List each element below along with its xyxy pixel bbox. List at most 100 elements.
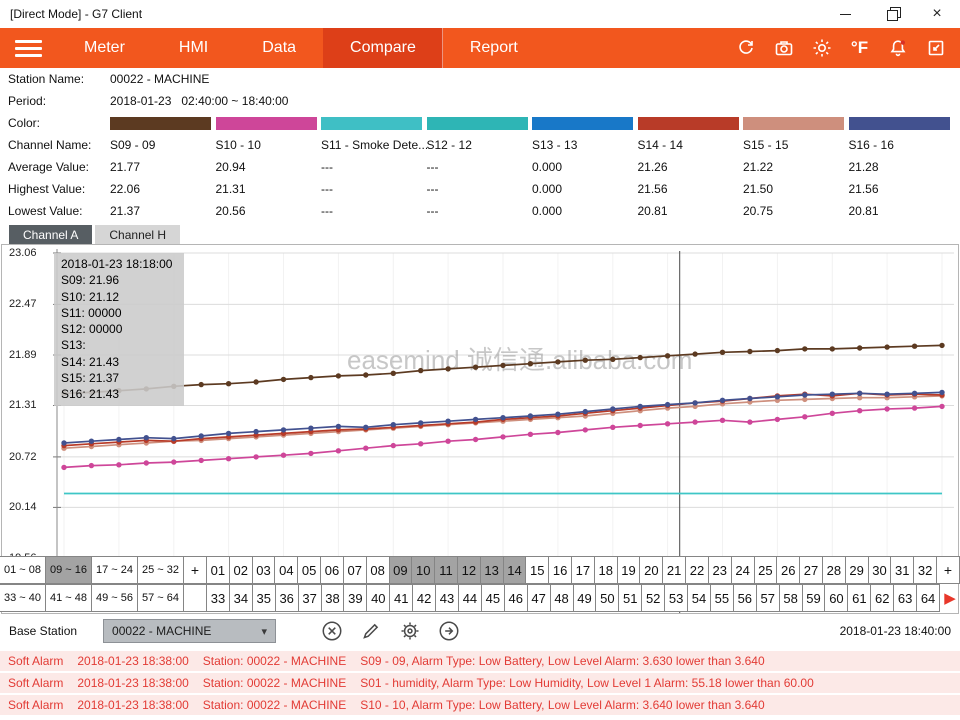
channel-number-cell[interactable]: 06 — [320, 556, 344, 584]
channel-number-cell[interactable]: 52 — [641, 584, 665, 612]
channel-number-cell[interactable]: 44 — [458, 584, 482, 612]
export-icon[interactable] — [925, 38, 946, 59]
channel-number-cell[interactable]: 41 — [389, 584, 413, 612]
channel-number-cell[interactable]: 37 — [298, 584, 322, 612]
channel-number-cell[interactable]: 51 — [618, 584, 642, 612]
channel-number-cell[interactable]: 46 — [504, 584, 528, 612]
channel-number-cell[interactable]: 01 — [206, 556, 230, 584]
clear-button[interactable] — [320, 619, 344, 643]
channel-number-cell[interactable]: 27 — [799, 556, 823, 584]
tab-channel-h[interactable]: Channel H — [95, 225, 180, 244]
channel-number-cell[interactable]: 48 — [550, 584, 574, 612]
channel-group-cell[interactable]: 17 ~ 24 — [91, 556, 138, 584]
alarm-row[interactable]: Soft Alarm 2018-01-23 18:38:00 Station: … — [0, 673, 960, 693]
channel-number-cell[interactable]: 12 — [457, 556, 481, 584]
channel-number-cell[interactable]: 60 — [824, 584, 848, 612]
channel-number-cell[interactable]: 59 — [802, 584, 826, 612]
channel-number-cell[interactable]: 11 — [434, 556, 458, 584]
channel-number-cell[interactable]: 30 — [868, 556, 892, 584]
channel-number-cell[interactable]: 35 — [252, 584, 276, 612]
camera-icon[interactable] — [773, 38, 794, 59]
channel-group-cell[interactable]: 25 ~ 32 — [137, 556, 184, 584]
channel-number-cell[interactable]: 33 — [206, 584, 230, 612]
settings-button[interactable] — [398, 619, 422, 643]
sync-icon[interactable] — [735, 38, 756, 59]
next-page-arrow[interactable]: ▶ — [940, 584, 960, 612]
channel-number-cell[interactable]: 56 — [733, 584, 757, 612]
channel-number-cell[interactable]: 34 — [229, 584, 253, 612]
channel-number-cell[interactable]: 15 — [525, 556, 549, 584]
channel-number-cell[interactable]: 43 — [435, 584, 459, 612]
channel-number-cell[interactable]: 17 — [571, 556, 595, 584]
channel-number-cell[interactable]: 54 — [687, 584, 711, 612]
channel-number-cell[interactable]: 53 — [664, 584, 688, 612]
channel-number-cell[interactable]: 64 — [916, 584, 940, 612]
nav-item-data[interactable]: Data — [235, 28, 323, 68]
channel-number-cell[interactable]: 02 — [229, 556, 253, 584]
channel-group-cell[interactable]: 41 ~ 48 — [45, 584, 92, 612]
close-button[interactable]: × — [914, 0, 960, 28]
alarm-bell-icon[interactable] — [887, 38, 908, 59]
channel-number-cell[interactable]: 13 — [480, 556, 504, 584]
channel-number-cell[interactable]: 20 — [639, 556, 663, 584]
nav-item-hmi[interactable]: HMI — [152, 28, 235, 68]
channel-number-cell[interactable]: 29 — [845, 556, 869, 584]
channel-number-cell[interactable]: 40 — [366, 584, 390, 612]
channel-number-cell[interactable]: 24 — [731, 556, 755, 584]
expand-button[interactable]: + — [936, 556, 960, 584]
channel-number-cell[interactable]: 63 — [893, 584, 917, 612]
channel-number-cell[interactable]: 07 — [343, 556, 367, 584]
channel-number-cell[interactable]: 21 — [662, 556, 686, 584]
nav-item-meter[interactable]: Meter — [57, 28, 152, 68]
expand-button[interactable]: + — [183, 556, 207, 584]
channel-number-cell[interactable]: 22 — [685, 556, 709, 584]
menu-icon[interactable] — [15, 28, 42, 68]
channel-number-cell[interactable]: 04 — [274, 556, 298, 584]
channel-number-cell[interactable]: 42 — [412, 584, 436, 612]
channel-number-cell[interactable]: 23 — [708, 556, 732, 584]
channel-number-cell[interactable]: 57 — [756, 584, 780, 612]
channel-number-cell[interactable]: 32 — [913, 556, 937, 584]
alarm-row[interactable]: Soft Alarm 2018-01-23 18:38:00 Station: … — [0, 695, 960, 715]
channel-number-cell[interactable]: 38 — [321, 584, 345, 612]
channel-number-cell[interactable]: 10 — [411, 556, 435, 584]
channel-group-cell[interactable]: 57 ~ 64 — [137, 584, 184, 612]
channel-number-cell[interactable]: 31 — [890, 556, 914, 584]
channel-number-cell[interactable]: 50 — [595, 584, 619, 612]
channel-number-cell[interactable]: 03 — [252, 556, 276, 584]
channel-number-cell[interactable]: 36 — [275, 584, 299, 612]
channel-number-cell[interactable]: 47 — [527, 584, 551, 612]
channel-number-cell[interactable]: 25 — [754, 556, 778, 584]
channel-group-cell[interactable]: 33 ~ 40 — [0, 584, 46, 612]
brightness-icon[interactable] — [811, 38, 832, 59]
channel-number-cell[interactable]: 55 — [710, 584, 734, 612]
channel-number-cell[interactable]: 61 — [847, 584, 871, 612]
channel-number-cell[interactable]: 26 — [776, 556, 800, 584]
channel-number-cell[interactable]: 45 — [481, 584, 505, 612]
tab-channel-a[interactable]: Channel A — [9, 225, 92, 244]
channel-group-cell[interactable]: 09 ~ 16 — [45, 556, 92, 584]
channel-number-cell[interactable]: 58 — [779, 584, 803, 612]
channel-number-cell[interactable]: 62 — [870, 584, 894, 612]
channel-number-cell[interactable]: 28 — [822, 556, 846, 584]
channel-number-cell[interactable]: 09 — [389, 556, 413, 584]
nav-item-report[interactable]: Report — [443, 28, 545, 68]
restore-button[interactable] — [868, 0, 914, 28]
fahrenheit-icon[interactable]: °F — [849, 38, 870, 59]
channel-group-cell[interactable]: 01 ~ 08 — [0, 556, 46, 584]
channel-number-cell[interactable]: 05 — [297, 556, 321, 584]
go-button[interactable] — [437, 619, 461, 643]
channel-number-cell[interactable]: 39 — [343, 584, 367, 612]
nav-item-compare[interactable]: Compare — [323, 28, 443, 68]
channel-number-cell[interactable]: 16 — [548, 556, 572, 584]
channel-number-cell[interactable]: 49 — [573, 584, 597, 612]
channel-number-cell[interactable]: 18 — [594, 556, 618, 584]
channel-group-cell[interactable]: 49 ~ 56 — [91, 584, 138, 612]
alarm-row[interactable]: Soft Alarm 2018-01-23 18:38:00 Station: … — [0, 651, 960, 671]
channel-number-cell[interactable]: 08 — [366, 556, 390, 584]
channel-number-cell[interactable]: 14 — [503, 556, 527, 584]
minimize-button[interactable] — [822, 0, 868, 28]
channel-number-cell[interactable]: 19 — [617, 556, 641, 584]
edit-button[interactable] — [359, 619, 383, 643]
base-station-dropdown[interactable]: 00022 - MACHINE ▾ — [103, 619, 276, 643]
